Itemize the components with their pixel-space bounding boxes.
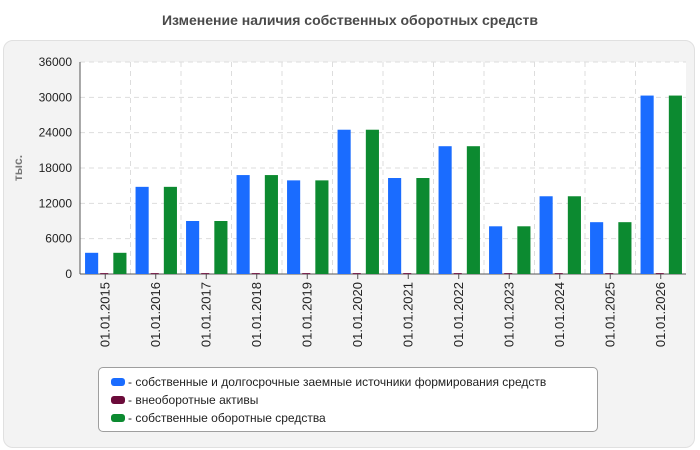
legend-swatch <box>111 378 125 386</box>
y-tick-label: 12000 <box>39 196 73 210</box>
x-tick-label: 01.01.2026 <box>653 282 668 347</box>
bar <box>640 95 654 274</box>
legend-swatch <box>111 396 125 404</box>
legend-item[interactable]: - собственные оборотные средства <box>111 409 597 427</box>
legend-label: - внеоборотные активы <box>128 393 259 407</box>
bar <box>186 221 200 274</box>
bar <box>150 273 159 275</box>
legend-label: - собственные оборотные средства <box>128 411 326 425</box>
y-axis-label: тыс. <box>11 155 25 181</box>
bar <box>236 175 250 274</box>
y-tick-label: 0 <box>65 267 72 281</box>
legend-label: - собственные и долгосрочные заемные ист… <box>128 375 547 389</box>
bar <box>618 222 632 274</box>
x-tick-label: 01.01.2016 <box>148 282 163 347</box>
x-tick-label: 01.01.2022 <box>451 282 466 347</box>
bar <box>113 252 127 274</box>
bar <box>466 146 480 274</box>
y-tick-label: 24000 <box>39 126 73 140</box>
bar <box>85 252 99 274</box>
bar <box>201 273 210 275</box>
bar <box>388 178 402 274</box>
bar <box>251 273 260 275</box>
legend: - собственные и долгосрочные заемные ист… <box>98 367 598 432</box>
legend-swatch <box>111 414 125 422</box>
y-tick-label: 30000 <box>39 90 73 104</box>
bar <box>214 221 228 274</box>
bar <box>489 226 503 274</box>
bar <box>517 226 531 274</box>
bar <box>554 273 563 275</box>
x-tick-label: 01.01.2018 <box>249 282 264 347</box>
bar <box>539 196 553 274</box>
chart-title: Изменение наличия собственных оборотных … <box>161 12 539 28</box>
bar <box>567 196 581 274</box>
bar <box>590 222 604 274</box>
bar <box>605 273 614 275</box>
bar <box>365 129 379 274</box>
bar <box>504 273 513 275</box>
x-tick-label: 01.01.2024 <box>552 282 567 347</box>
x-tick-label: 01.01.2020 <box>350 282 365 347</box>
legend-item[interactable]: - внеоборотные активы <box>111 391 597 409</box>
bar <box>163 186 177 274</box>
bar <box>403 273 412 275</box>
bar <box>416 178 430 274</box>
bar <box>668 95 682 274</box>
bar <box>453 273 462 275</box>
bar <box>655 273 664 275</box>
bar <box>100 273 109 275</box>
bar <box>337 129 351 274</box>
y-tick-label: 36000 <box>39 55 73 69</box>
x-tick-label: 01.01.2019 <box>299 282 314 347</box>
bar <box>438 146 452 274</box>
x-tick-label: 01.01.2025 <box>602 282 617 347</box>
x-tick-label: 01.01.2021 <box>400 282 415 347</box>
x-tick-label: 01.01.2015 <box>97 282 112 347</box>
bar <box>302 273 311 275</box>
bar <box>287 180 301 274</box>
y-tick-label: 6000 <box>45 232 72 246</box>
bar <box>315 180 329 274</box>
y-tick-label: 18000 <box>39 161 73 175</box>
bar <box>264 175 278 274</box>
x-tick-label: 01.01.2017 <box>198 282 213 347</box>
bar <box>135 186 149 274</box>
bar <box>352 273 361 275</box>
x-tick-label: 01.01.2023 <box>501 282 516 347</box>
legend-item[interactable]: - собственные и долгосрочные заемные ист… <box>111 373 597 391</box>
